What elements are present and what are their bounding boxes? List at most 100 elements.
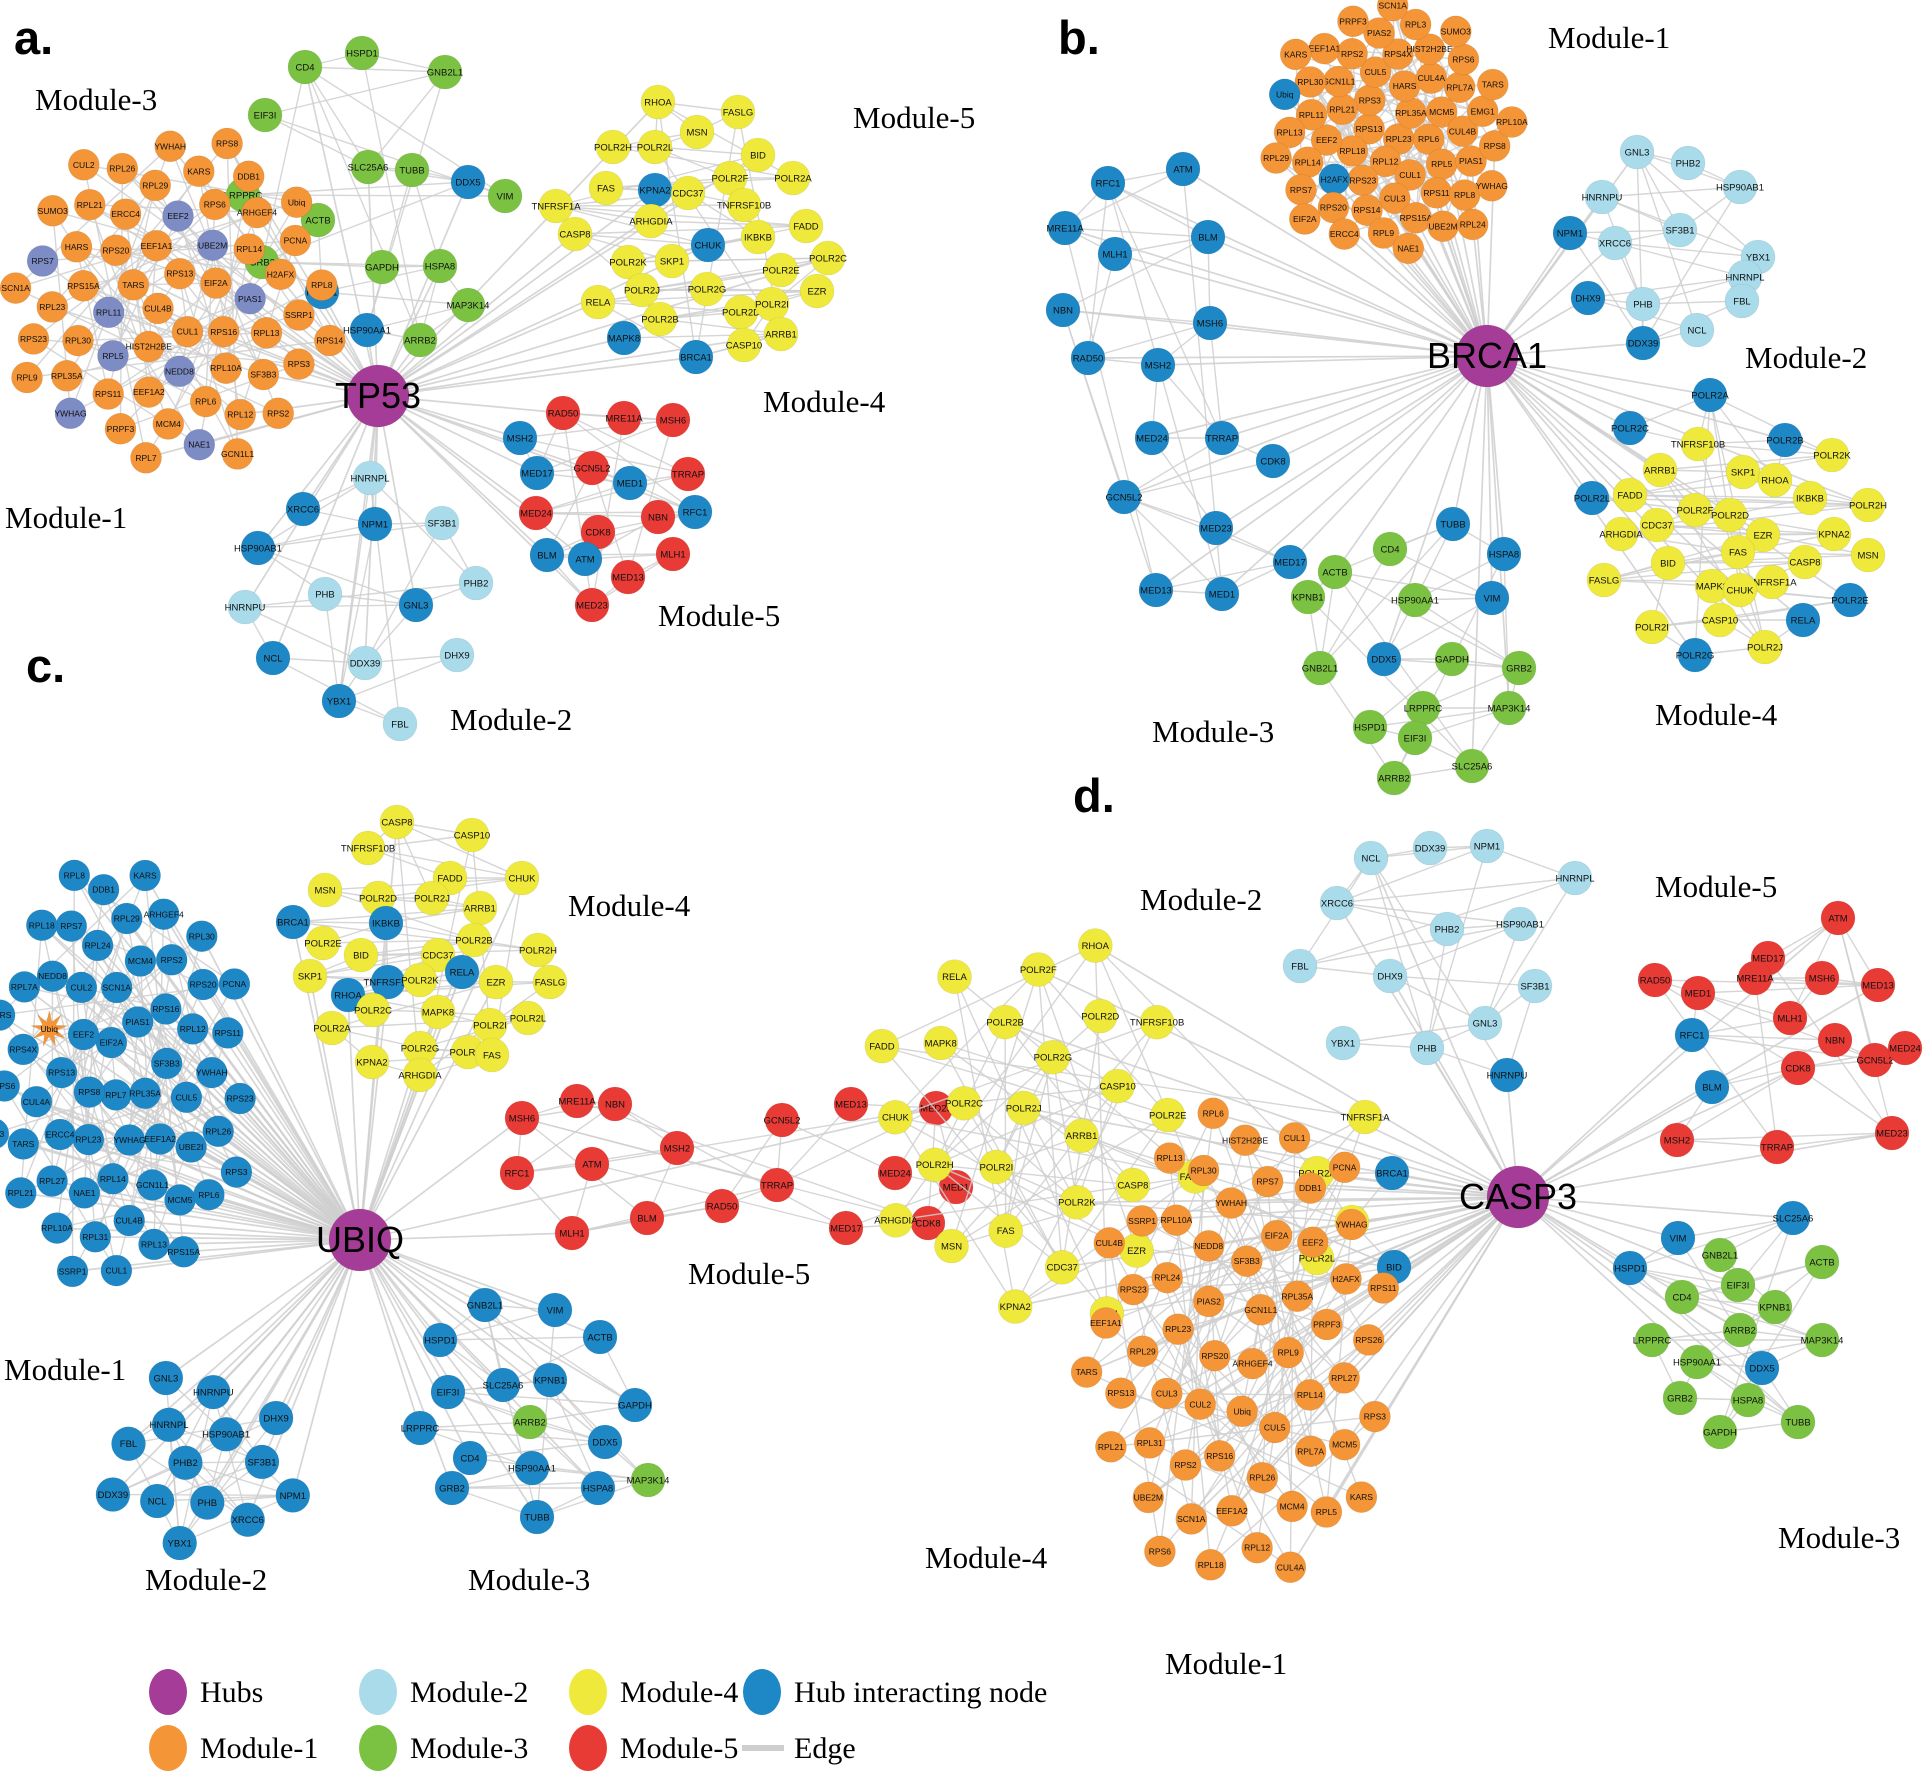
node-RPL35A [51, 359, 83, 392]
node-label: CASP10 [454, 830, 490, 841]
node-label: BID [353, 950, 369, 961]
node-label: SF3B1 [427, 518, 456, 529]
node-label: EIF2A [1265, 1231, 1289, 1241]
node-label: CUL4B [144, 304, 172, 314]
node-SUMO3 [36, 195, 69, 227]
node-label: YWHAG [1336, 1220, 1368, 1230]
hub-node-TP53 [346, 364, 410, 428]
node-label: GCN5L2 [1857, 1055, 1894, 1066]
node-label: FASLG [723, 107, 754, 118]
node-label: RPL14 [1295, 157, 1321, 167]
node-label: GRB2 [249, 257, 275, 268]
node-label: RPL23 [1165, 1324, 1191, 1334]
node-PIAS1 [1455, 145, 1487, 177]
node-ARHGDIA [633, 203, 669, 239]
node-RPS13 [164, 257, 196, 290]
hub-edge [377, 244, 709, 397]
edge [261, 66, 306, 263]
node-label: HSPD1 [346, 48, 378, 59]
node-CD4 [1372, 531, 1408, 567]
legend-swatch-Module-3 [359, 1725, 397, 1771]
node-label: MLH1 [1777, 1013, 1802, 1024]
edge [516, 1103, 616, 1174]
node-label: RPS6 [204, 200, 226, 210]
module-label-a-Module-2: Module-2 [450, 702, 572, 737]
node-label: RPL26 [109, 164, 135, 174]
node-label: EIF3I [1727, 1280, 1750, 1291]
node-label: MSH6 [1809, 973, 1835, 984]
node-label: POLR2J [1747, 642, 1783, 653]
node-label: BRCA1 [680, 352, 712, 363]
node-label: RELA [942, 972, 967, 983]
node-GNB2L1 [1302, 650, 1338, 686]
node-label: POLR2D [359, 893, 397, 904]
node-label: POLR2J [414, 893, 450, 904]
node-label: PHB2 [1435, 924, 1460, 935]
node-NCL [255, 640, 291, 676]
node-label: MED17 [1274, 557, 1306, 568]
node-label: MLH1 [660, 549, 685, 560]
edge [1369, 707, 1510, 728]
node-label: NEDD8 [1194, 1241, 1223, 1251]
node-label: NCL [148, 1496, 167, 1507]
edge [627, 419, 674, 578]
hub-edge [377, 301, 599, 397]
node-label: POLR2L [510, 1013, 546, 1024]
node-label: HNRNPL [1725, 272, 1764, 283]
hub-edge [1064, 227, 1488, 357]
node-label: EEF2 [1316, 135, 1338, 145]
edge [1667, 554, 1869, 564]
edge [1123, 437, 1223, 498]
node-label: RPL27 [39, 1176, 65, 1186]
node-POLR2F [1677, 492, 1713, 528]
edge [776, 1103, 852, 1186]
node-HARS [60, 231, 93, 263]
node-RFC1 [677, 494, 713, 530]
node-label: YWHAH [196, 1068, 228, 1078]
node-label: SF3B1 [1665, 225, 1694, 236]
module-label-b-Module-5: Module-5 [853, 100, 975, 135]
node-label: BID [750, 150, 766, 161]
hub-edge [1334, 355, 1488, 573]
node-POLR2L [1574, 480, 1610, 516]
node-label: PHB [198, 1498, 218, 1509]
node-POLR2A [1692, 377, 1728, 413]
node-label: CUL2 [71, 983, 93, 993]
node-label: RPL10A [41, 1223, 73, 1233]
node-label: RPL23 [75, 1135, 101, 1145]
hub-edge [1114, 253, 1488, 357]
node-label: POLR2A [1691, 390, 1729, 401]
node-label: UBE2M [1134, 1493, 1163, 1503]
node-GAPDH [1434, 641, 1470, 677]
node-label: GRB2 [1506, 663, 1532, 674]
node-label: Ubiq [41, 1024, 59, 1034]
node-SCN1A [1376, 0, 1409, 22]
node-label: GAPDH [618, 1400, 652, 1411]
node-label: FBL [391, 719, 408, 730]
node-label: RPL23 [1386, 134, 1412, 144]
node-label: RHOA [1761, 475, 1789, 486]
node-label: RPL30 [189, 931, 215, 941]
module-label-b-Module-2: Module-2 [1745, 340, 1867, 375]
node-label: CUL4B [1096, 1238, 1124, 1248]
node-label: MSH2 [664, 1143, 690, 1154]
node-label: RPL12 [227, 410, 253, 420]
node-label: RPL11 [1299, 110, 1325, 120]
edge [367, 834, 473, 849]
node-label: HSPA8 [425, 261, 455, 272]
node-EZR [799, 273, 835, 309]
edge [419, 1017, 529, 1049]
node-GCN5L2 [574, 450, 610, 486]
edge [1642, 276, 1746, 305]
node-SF3B3 [247, 358, 280, 391]
node-label: PCNA [284, 236, 308, 246]
edge [562, 412, 696, 513]
edge [304, 66, 421, 341]
node-YWHAG [1476, 170, 1508, 202]
node-label: RPS8 [78, 1087, 100, 1097]
node-label: KPNA2 [639, 185, 670, 196]
node-label: RPL26 [1249, 1473, 1275, 1483]
edge [536, 419, 674, 474]
node-RPS4X [1382, 38, 1414, 70]
